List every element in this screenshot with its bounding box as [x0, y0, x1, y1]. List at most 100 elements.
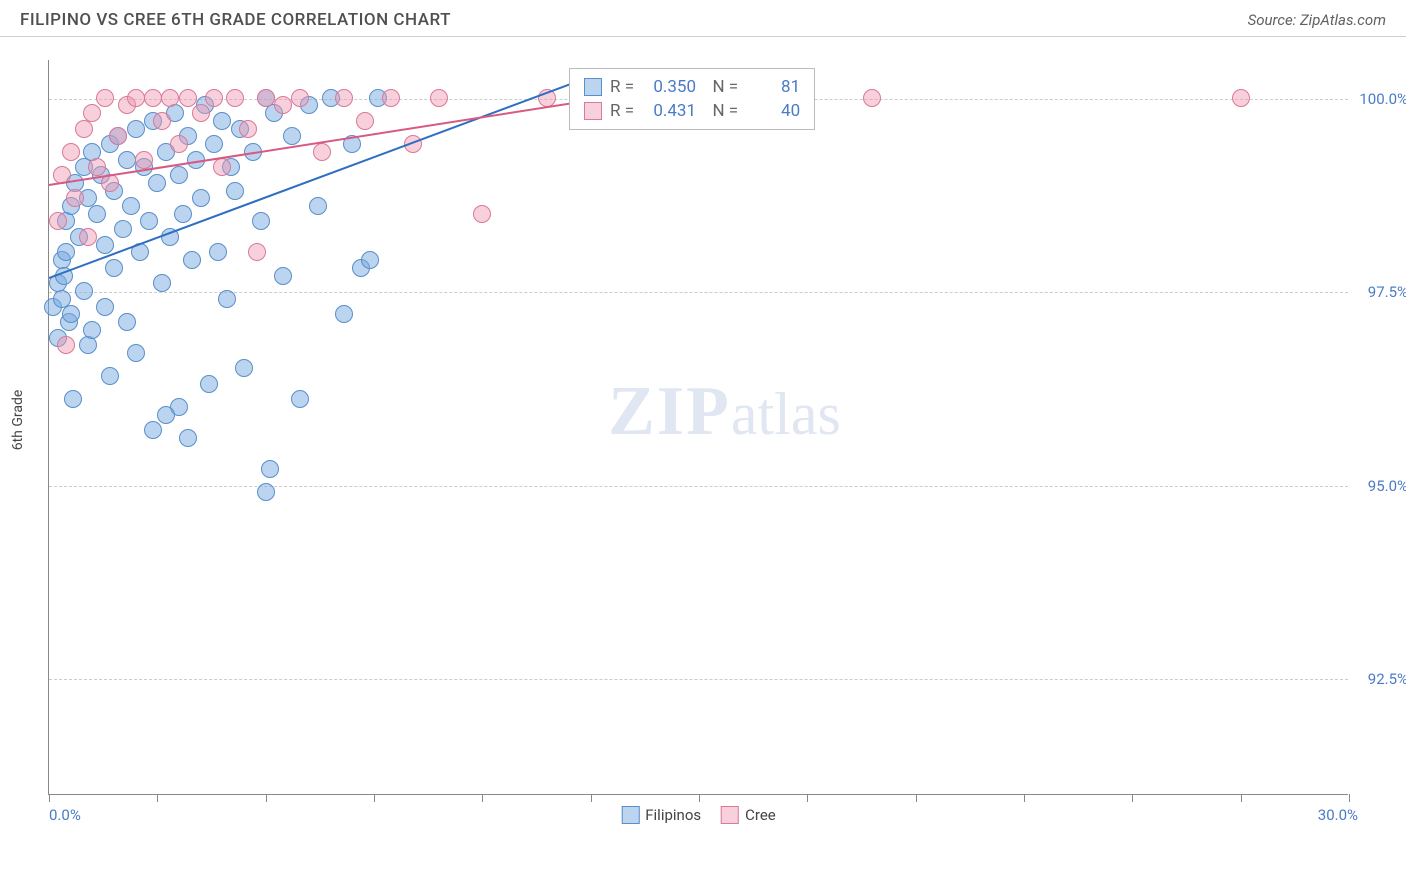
data-point: [79, 336, 97, 354]
y-tick-label: 95.0%: [1368, 477, 1406, 495]
data-point: [1232, 89, 1250, 107]
data-point: [57, 243, 75, 261]
data-point: [161, 89, 179, 107]
x-tick: [1241, 794, 1242, 802]
data-point: [83, 321, 101, 339]
chart-title: FILIPINO VS CREE 6TH GRADE CORRELATION C…: [20, 10, 451, 30]
data-point: [335, 305, 353, 323]
data-point: [192, 104, 210, 122]
stat-n-label: N =: [704, 101, 738, 121]
stat-n-label: N =: [704, 77, 738, 97]
data-point: [105, 259, 123, 277]
y-tick-label: 97.5%: [1368, 283, 1406, 301]
data-point: [252, 212, 270, 230]
legend-label: Cree: [745, 806, 776, 824]
gridline: [49, 292, 1348, 293]
data-point: [140, 212, 158, 230]
series-swatch: [584, 102, 602, 120]
data-point: [235, 359, 253, 377]
data-point: [179, 89, 197, 107]
data-point: [114, 220, 132, 238]
data-point: [79, 228, 97, 246]
data-point: [218, 290, 236, 308]
x-tick: [157, 794, 158, 802]
chart-source: Source: ZipAtlas.com: [1248, 11, 1386, 29]
data-point: [226, 89, 244, 107]
data-point: [257, 89, 275, 107]
data-point: [274, 267, 292, 285]
data-point: [170, 166, 188, 184]
stats-row: R = 0.431 N = 40: [584, 99, 800, 123]
data-point: [96, 236, 114, 254]
y-tick-label: 92.5%: [1368, 670, 1406, 688]
x-tick: [374, 794, 375, 802]
data-point: [88, 205, 106, 223]
data-point: [118, 313, 136, 331]
stat-r-value: 0.431: [642, 101, 696, 121]
data-point: [49, 212, 67, 230]
data-point: [109, 127, 127, 145]
x-tick: [807, 794, 808, 802]
data-point: [122, 197, 140, 215]
data-point: [291, 390, 309, 408]
data-point: [200, 375, 218, 393]
data-point: [96, 89, 114, 107]
data-point: [157, 406, 175, 424]
x-tick: [49, 794, 50, 802]
data-point: [335, 89, 353, 107]
data-point: [174, 205, 192, 223]
data-point: [863, 89, 881, 107]
stat-r-value: 0.350: [642, 77, 696, 97]
data-point: [213, 112, 231, 130]
x-tick: [699, 794, 700, 802]
legend-item: Cree: [721, 806, 776, 824]
data-point: [127, 120, 145, 138]
y-tick-label: 100.0%: [1359, 90, 1406, 108]
data-point: [135, 151, 153, 169]
stat-n-value: 40: [746, 101, 800, 121]
x-tick: [916, 794, 917, 802]
data-point: [57, 336, 75, 354]
stat-r-label: R =: [610, 77, 634, 97]
data-point: [153, 112, 171, 130]
data-point: [144, 89, 162, 107]
data-point: [257, 483, 275, 501]
data-point: [213, 158, 231, 176]
watermark: ZIPatlas: [608, 372, 841, 452]
data-point: [83, 104, 101, 122]
gridline: [49, 679, 1348, 680]
x-tick: [591, 794, 592, 802]
data-point: [283, 127, 301, 145]
scatter-chart: ZIPatlas R =0.350 N =81R =0.431 N =40 Fi…: [48, 60, 1348, 795]
x-tick: [1024, 794, 1025, 802]
legend-label: Filipinos: [645, 806, 701, 824]
stat-r-label: R =: [610, 101, 634, 121]
data-point: [226, 182, 244, 200]
stats-box: R = 0.350 N = 81 R = 0.431 N = 40: [569, 68, 815, 130]
stat-n-value: 81: [746, 77, 800, 97]
data-point: [430, 89, 448, 107]
data-point: [96, 298, 114, 316]
data-point: [239, 120, 257, 138]
stats-row: R = 0.350 N = 81: [584, 75, 800, 99]
data-point: [148, 174, 166, 192]
x-max-label: 30.0%: [1318, 806, 1358, 824]
data-point: [62, 143, 80, 161]
data-point: [356, 112, 374, 130]
data-point: [144, 421, 162, 439]
data-point: [473, 205, 491, 223]
legend-swatch: [621, 806, 639, 824]
x-tick: [1349, 794, 1350, 802]
data-point: [64, 390, 82, 408]
x-tick: [266, 794, 267, 802]
data-point: [382, 89, 400, 107]
x-tick: [1132, 794, 1133, 802]
data-point: [127, 89, 145, 107]
data-point: [291, 89, 309, 107]
data-point: [205, 135, 223, 153]
data-point: [309, 197, 327, 215]
data-point: [118, 151, 136, 169]
data-point: [66, 189, 84, 207]
series-swatch: [584, 78, 602, 96]
legend: Filipinos Cree: [621, 806, 776, 824]
